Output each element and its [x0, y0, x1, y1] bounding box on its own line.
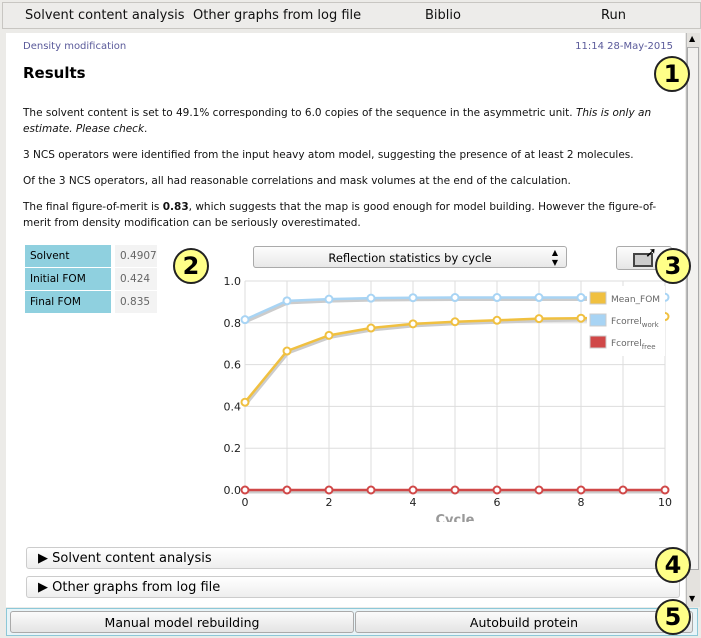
x-tick-label: 2 [326, 496, 333, 509]
stat-final-fom: Final FOM 0.835 [25, 291, 157, 313]
ncs-ops-paragraph: Of the 3 NCS operators, all had reasonab… [23, 175, 571, 187]
data-point [366, 293, 376, 303]
data-point [618, 485, 628, 495]
x-tick-label: 6 [494, 496, 501, 509]
data-point [324, 485, 334, 495]
x-tick-label: 0 [242, 496, 249, 509]
callout-badge-1: 1 [654, 56, 690, 92]
solvent-paragraph: The solvent content is set to 49.1% corr… [23, 107, 652, 135]
external-window-icon [633, 253, 653, 267]
data-point [534, 314, 544, 324]
x-tick-label: 8 [578, 496, 585, 509]
data-point [660, 485, 670, 495]
callout-badge-3: 3 [655, 248, 691, 284]
page-title: Results [23, 64, 86, 82]
y-tick-label: 1.0 [224, 275, 242, 288]
y-tick-label: 0.4 [224, 400, 242, 413]
reflection-stats-chart: 0.0 0.2 0.4 0.6 0.8 1.0 0 2 4 6 8 10 Cycle Mean_FOMFc… [224, 275, 673, 522]
menu-bar: Solvent content analysis Other graphs fr… [2, 2, 701, 29]
data-point [408, 485, 418, 495]
data-point [492, 485, 502, 495]
data-point [576, 485, 586, 495]
autobuild-button[interactable]: Autobuild protein [355, 611, 693, 633]
legend-label: Mean_FOM [611, 295, 660, 305]
legend-swatch [589, 335, 607, 349]
data-point [450, 293, 460, 303]
data-point [282, 485, 292, 495]
menu-biblio[interactable]: Biblio [425, 8, 461, 23]
data-point [282, 296, 292, 306]
data-point [534, 293, 544, 303]
data-point [366, 323, 376, 333]
stat-initial-fom: Initial FOM 0.424 [25, 268, 157, 290]
data-point [366, 485, 376, 495]
scroll-up-icon[interactable]: ▲ [689, 34, 696, 43]
scroll-thumb[interactable] [687, 47, 699, 570]
y-tick-label: 0.8 [224, 317, 242, 330]
section-solvent-content[interactable]: ▶ Solvent content analysis [26, 547, 680, 569]
callout-badge-5: 5 [655, 599, 691, 635]
scroll-down-icon[interactable]: ▼ [689, 594, 696, 603]
updown-icon: ▲ ▼ [551, 248, 558, 267]
stat-solvent-content: Solvent content0.4907 [25, 245, 157, 284]
y-tick-label: 0.6 [224, 359, 242, 372]
section-label: Density modification [23, 41, 127, 52]
data-point [450, 485, 460, 495]
x-tick-label: 4 [410, 496, 417, 509]
data-point [492, 315, 502, 325]
scrollbar[interactable]: ▲ ▼ [686, 33, 700, 607]
data-point [282, 346, 292, 356]
fom-paragraph: The final figure-of-merit is 0.83, which… [23, 201, 657, 229]
data-point [576, 313, 586, 323]
data-point [324, 330, 334, 340]
data-point [534, 485, 544, 495]
data-point [240, 315, 250, 325]
graph-selector[interactable]: Reflection statistics by cycle ▲ ▼ [253, 246, 567, 268]
callout-badge-4: 4 [655, 547, 691, 583]
legend-swatch [589, 313, 607, 327]
data-point [492, 293, 502, 303]
manual-rebuild-button[interactable]: Manual model rebuilding [10, 611, 354, 633]
data-point [324, 294, 334, 304]
legend-swatch [589, 291, 607, 305]
data-point [576, 293, 586, 303]
menu-other-graphs[interactable]: Other graphs from log file [193, 8, 362, 23]
x-tick-label: 10 [658, 496, 672, 509]
y-tick-label: 0.0 [224, 484, 242, 497]
ncs-paragraph: 3 NCS operators were identified from the… [23, 149, 634, 161]
data-point [240, 397, 250, 407]
data-point [408, 293, 418, 303]
callout-badge-2: 2 [173, 248, 209, 284]
data-point [450, 317, 460, 327]
y-tick-label: 0.2 [224, 442, 242, 455]
menu-run[interactable]: Run [601, 8, 626, 23]
action-bar: Manual model rebuilding Autobuild protei… [6, 608, 698, 636]
data-point [408, 319, 418, 329]
x-axis-label: Cycle [436, 513, 475, 522]
section-other-graphs[interactable]: ▶ Other graphs from log file [26, 576, 680, 598]
menu-solvent-content[interactable]: Solvent content analysis [25, 8, 185, 23]
timestamp: 11:14 28-May-2015 [575, 41, 673, 52]
data-point [240, 485, 250, 495]
